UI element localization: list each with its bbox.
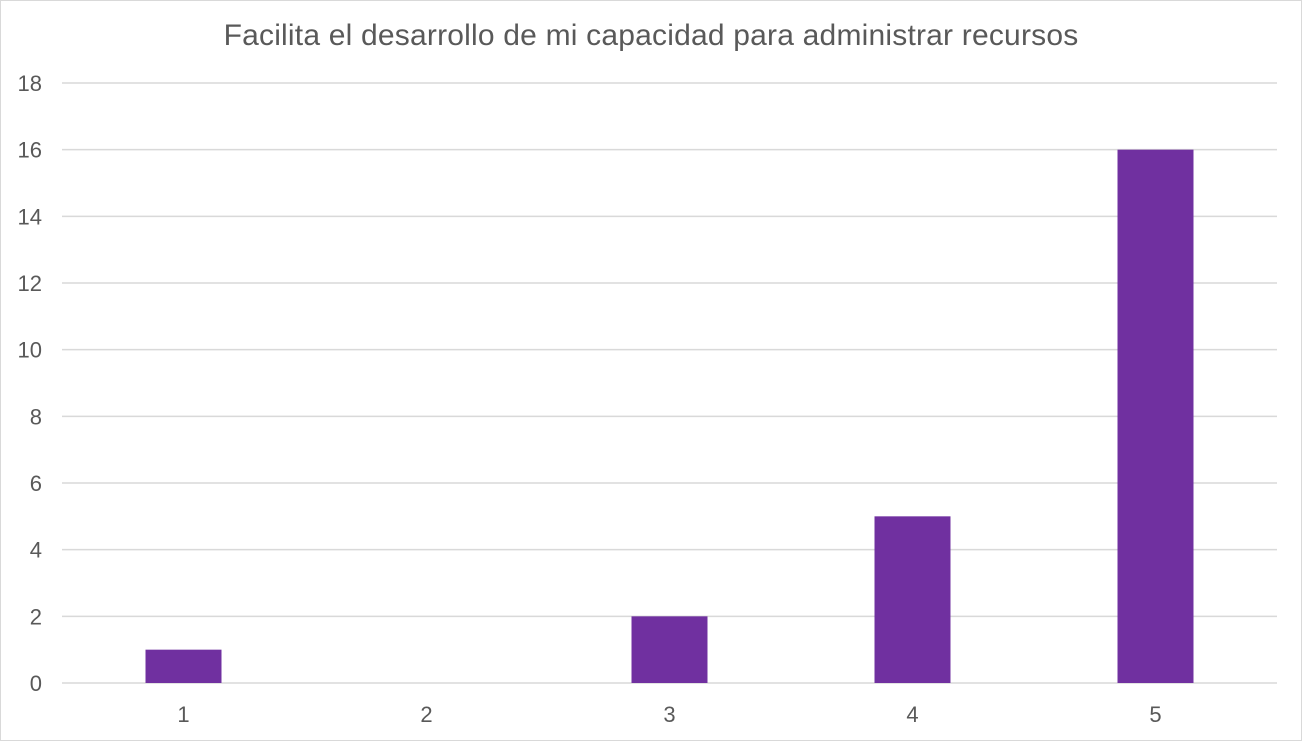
bar-3 bbox=[631, 616, 708, 683]
x-tick-label: 3 bbox=[663, 702, 675, 727]
y-tick-label: 16 bbox=[18, 138, 42, 163]
x-tick-label: 5 bbox=[1149, 702, 1161, 727]
y-tick-label: 4 bbox=[30, 538, 42, 563]
bar-1 bbox=[145, 649, 222, 683]
gridlines bbox=[62, 82, 1277, 684]
y-tick-label: 18 bbox=[18, 71, 42, 96]
y-axis-tick-labels: 0 2 4 6 8 10 12 14 16 18 bbox=[18, 71, 42, 696]
bars bbox=[145, 149, 1194, 683]
y-tick-label: 12 bbox=[18, 271, 42, 296]
y-tick-label: 6 bbox=[30, 471, 42, 496]
x-tick-label: 2 bbox=[420, 702, 432, 727]
y-tick-label: 10 bbox=[18, 338, 42, 363]
x-tick-label: 1 bbox=[177, 702, 189, 727]
y-tick-label: 2 bbox=[30, 604, 42, 629]
y-tick-label: 0 bbox=[30, 671, 42, 696]
bar-5 bbox=[1117, 149, 1194, 683]
y-tick-label: 14 bbox=[18, 204, 42, 229]
y-tick-label: 8 bbox=[30, 404, 42, 429]
bar-4 bbox=[874, 516, 951, 683]
x-tick-label: 4 bbox=[906, 702, 918, 727]
x-axis-tick-labels: 1 2 3 4 5 bbox=[177, 702, 1161, 727]
chart-title: Facilita el desarrollo de mi capacidad p… bbox=[223, 19, 1079, 52]
